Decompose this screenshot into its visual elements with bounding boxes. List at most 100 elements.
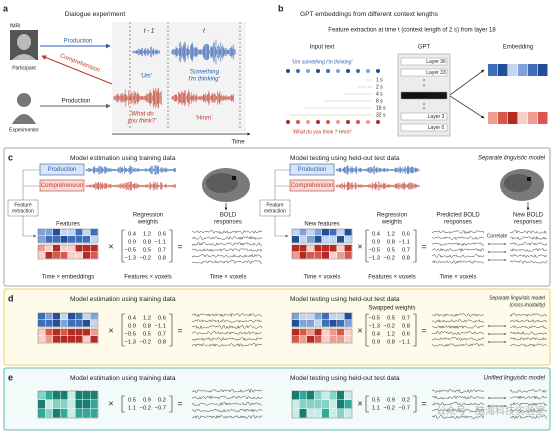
matrix-cell: 1.2 <box>387 232 395 238</box>
feature-cell <box>45 391 53 400</box>
feature-cell <box>45 245 53 252</box>
feature-cell <box>53 252 60 259</box>
feature-cell <box>314 400 322 409</box>
label: 2 s <box>376 84 383 90</box>
feature-cell <box>83 236 90 243</box>
feature-cell <box>53 391 60 400</box>
bold-trace <box>431 230 485 235</box>
token-dot <box>296 120 300 124</box>
label: Input text <box>310 45 335 51</box>
feature-cell <box>329 320 337 327</box>
feature-frame <box>37 228 99 244</box>
label: Layer 3 <box>428 114 445 120</box>
matrix-cell: 0.9 <box>128 240 136 246</box>
matrix-cell: −0.2 <box>140 340 151 346</box>
bracket <box>365 395 417 413</box>
feature-cell <box>90 236 98 243</box>
label: Dialogue experiment <box>65 11 126 18</box>
feature-cell <box>299 409 307 418</box>
feature-cell <box>314 245 322 252</box>
token-dot <box>286 120 290 124</box>
feature-cell <box>344 229 352 236</box>
label: 4 s <box>376 91 383 97</box>
matrix-cell: 0.8 <box>143 324 151 330</box>
voxel <box>527 177 531 181</box>
feature-cell <box>337 320 344 327</box>
bold-trace <box>509 331 548 335</box>
feature-cell <box>344 336 352 343</box>
label: Features <box>56 222 80 228</box>
label: Regression <box>377 213 407 219</box>
feature-cell <box>90 400 98 409</box>
label: New features <box>304 222 339 228</box>
bold-trace <box>509 337 548 341</box>
token-dot <box>316 69 320 73</box>
label: Layer 0 <box>428 125 445 131</box>
bold-trace <box>431 325 485 329</box>
feature-cell <box>45 252 53 259</box>
ellipsis-dot <box>423 107 425 109</box>
bold-trace <box>431 313 485 317</box>
production-box <box>39 163 85 176</box>
feature-cell <box>75 245 83 252</box>
matrix-cell: 0.7 <box>158 332 166 338</box>
ellipsis-dot <box>423 79 425 81</box>
bold-trace <box>509 343 548 347</box>
matrix-cell: 0.4 <box>128 232 137 238</box>
matrix-cell: 1.1 <box>372 406 380 412</box>
feature-cell <box>75 229 83 236</box>
feature-cell <box>337 229 344 236</box>
label: GPT embeddings from different context le… <box>300 11 439 18</box>
embedding-cell <box>508 112 518 124</box>
matrix-cell: 0.6 <box>402 332 410 338</box>
label: responses <box>214 220 242 226</box>
embedding-cell <box>488 64 498 76</box>
label: 8 s <box>376 98 383 104</box>
matrix-cell: 0.5 <box>387 316 395 322</box>
feature-frame <box>291 312 353 328</box>
bold-trace <box>191 242 263 246</box>
label: (cross-modality) <box>509 302 545 308</box>
bold-trace <box>509 235 548 240</box>
bold-trace <box>509 325 548 329</box>
token-dot <box>306 120 310 124</box>
bracket <box>365 229 417 263</box>
waveform <box>171 39 236 65</box>
bold-trace <box>191 319 263 323</box>
label: Production <box>48 167 77 173</box>
label: 16 s <box>376 105 386 111</box>
feature-cell <box>337 400 344 409</box>
feature-cell <box>337 313 344 320</box>
ellipsis-dot <box>423 103 425 105</box>
bold-trace <box>191 342 263 347</box>
matrix-cell: 1.1 <box>128 406 136 412</box>
feature-cell <box>344 236 352 243</box>
feature-cell <box>90 252 98 259</box>
feature-cell <box>344 313 352 320</box>
layer <box>400 57 448 66</box>
token-dot <box>336 69 340 73</box>
feature-cell <box>90 229 98 236</box>
label: I'm thinking' <box>188 77 220 83</box>
label: e <box>8 372 13 382</box>
feature-cell <box>299 320 307 327</box>
connector <box>274 169 290 200</box>
bold-trace <box>509 395 548 400</box>
feature-cell <box>314 313 322 320</box>
label: 公众号 · 脑海科技实验室 <box>436 405 545 418</box>
label: 'Um something I'm thinking' <box>292 59 354 65</box>
feature-cell <box>344 400 352 409</box>
label: 'What do <box>130 112 154 118</box>
feature-cell <box>299 229 307 236</box>
feature-cell <box>90 336 98 343</box>
feature-cell <box>60 329 68 336</box>
matrix-cell: 0.5 <box>128 398 136 404</box>
matrix-cell: −0.5 <box>125 248 136 254</box>
brain-fold <box>504 174 532 192</box>
feature-cell <box>75 320 83 327</box>
label: Production <box>64 39 93 45</box>
connector <box>22 216 37 238</box>
feature-cell <box>75 313 83 320</box>
bold-trace <box>191 408 263 413</box>
comprehension-box <box>289 179 335 192</box>
